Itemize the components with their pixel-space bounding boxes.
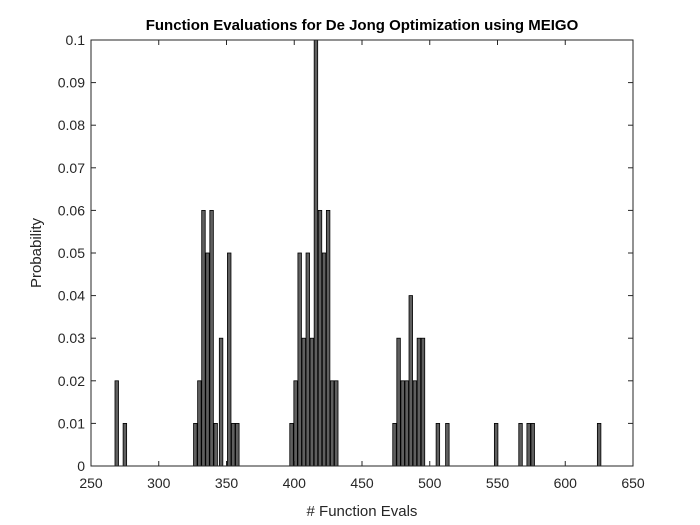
x-tick-label: 650: [621, 475, 645, 491]
histogram-bar: [416, 337, 422, 467]
histogram-bar: [213, 422, 218, 467]
x-tick-label: 300: [147, 475, 171, 491]
histogram-bar: [293, 380, 298, 467]
histogram-bar: [309, 337, 315, 467]
histogram-bar: [235, 422, 240, 467]
y-tick-label: 0: [77, 458, 85, 474]
y-tick-label: 0.08: [58, 117, 85, 133]
histogram-bar: [400, 380, 405, 467]
histogram-bar: [596, 422, 602, 467]
histogram-bar: [435, 422, 441, 467]
histogram-bar: [530, 422, 535, 467]
y-tick-label: 0.09: [58, 75, 85, 91]
histogram-bar: [313, 39, 319, 467]
histogram-bar: [321, 252, 327, 467]
histogram-bar: [334, 380, 339, 467]
histogram-bar: [412, 380, 418, 467]
x-tick-label: 350: [215, 475, 239, 491]
histogram-bar: [404, 380, 409, 467]
x-axis-label: # Function Evals: [307, 503, 418, 520]
histogram-bar: [201, 209, 206, 467]
y-tick-label: 0.02: [58, 373, 85, 389]
y-tick-label: 0.04: [58, 288, 85, 304]
histogram-bar: [122, 422, 128, 467]
y-axis-ticks: 0 0.01 0.02 0.03 0.04 0.05 0.06 0.07 0.08 0.09 0.1: [58, 32, 633, 474]
y-tick-label: 0.07: [58, 160, 85, 176]
histogram-bars: [114, 39, 602, 467]
histogram-bar: [218, 337, 224, 467]
histogram-bar: [197, 380, 202, 467]
histogram-bar: [408, 295, 413, 467]
y-tick-label: 0.06: [58, 202, 85, 218]
histogram-bar: [493, 422, 499, 467]
y-tick-label: 0.1: [66, 32, 86, 48]
x-axis-ticks: 250 300 350 400 450 500 550 600 650: [79, 40, 645, 491]
histogram-bar: [205, 252, 210, 467]
y-tick-label: 0.05: [58, 245, 85, 261]
histogram-bar: [231, 422, 236, 467]
histogram-bar: [114, 380, 119, 467]
histogram-bar: [420, 337, 426, 467]
y-axis-label: Probability: [28, 217, 45, 288]
y-tick-label: 0.03: [58, 330, 85, 346]
x-tick-label: 500: [418, 475, 442, 491]
histogram-bar: [526, 422, 531, 467]
histogram-bar: [209, 209, 214, 467]
histogram-bar: [317, 209, 323, 467]
histogram-bar: [301, 337, 306, 467]
x-tick-label: 250: [79, 475, 103, 491]
histogram-bar: [518, 422, 523, 467]
histogram-bar: [193, 422, 198, 467]
histogram-bar: [297, 252, 302, 467]
histogram-bar: [445, 422, 450, 467]
histogram-bar: [289, 422, 294, 467]
histogram-bar: [396, 337, 401, 467]
histogram-bar: [305, 252, 310, 467]
histogram-bar: [325, 209, 331, 467]
x-tick-label: 550: [486, 475, 510, 491]
x-tick-label: 450: [350, 475, 374, 491]
x-tick-label: 600: [554, 475, 578, 491]
histogram-bar: [227, 252, 232, 467]
histogram-bar: [330, 380, 335, 467]
y-tick-label: 0.01: [58, 415, 85, 431]
histogram-bar: [392, 422, 397, 467]
chart-title: Function Evaluations for De Jong Optimiz…: [146, 17, 579, 34]
x-tick-label: 400: [283, 475, 307, 491]
